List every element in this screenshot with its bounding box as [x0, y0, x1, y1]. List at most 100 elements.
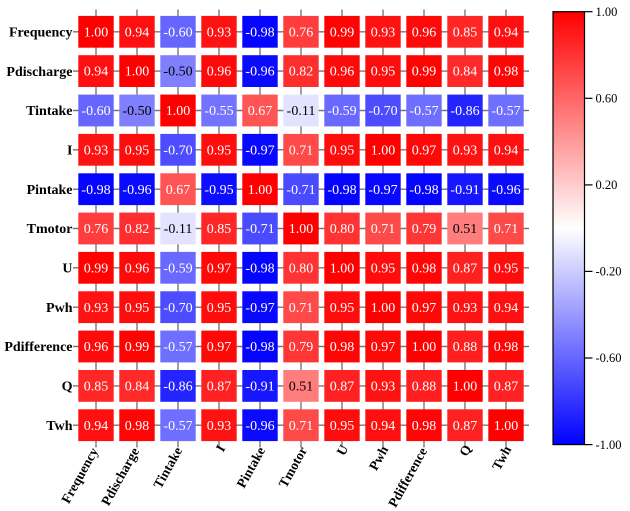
svg-text:0.94: 0.94	[84, 65, 109, 80]
svg-text:Pdischarge: Pdischarge	[6, 65, 72, 80]
svg-text:-0.97: -0.97	[368, 183, 397, 198]
svg-text:0.94: 0.94	[494, 301, 519, 316]
svg-text:0.71: 0.71	[289, 301, 314, 316]
svg-text:0.20: 0.20	[596, 178, 618, 192]
svg-text:-0.91: -0.91	[245, 380, 274, 395]
svg-text:0.95: 0.95	[371, 65, 396, 80]
svg-text:-0.96: -0.96	[122, 183, 151, 198]
svg-text:-0.70: -0.70	[163, 301, 192, 316]
svg-text:0.87: 0.87	[494, 380, 519, 395]
svg-text:-0.96: -0.96	[491, 183, 520, 198]
svg-text:U: U	[62, 262, 72, 277]
svg-text:-0.57: -0.57	[163, 340, 192, 355]
svg-text:0.71: 0.71	[289, 143, 314, 158]
svg-text:0.51: 0.51	[289, 380, 314, 395]
svg-text:0.95: 0.95	[207, 301, 232, 316]
svg-text:0.95: 0.95	[494, 261, 519, 276]
svg-text:0.87: 0.87	[453, 419, 478, 434]
svg-text:0.97: 0.97	[371, 340, 396, 355]
svg-text:0.95: 0.95	[125, 143, 150, 158]
svg-text:Pintake: Pintake	[27, 183, 73, 198]
svg-text:1.00: 1.00	[412, 340, 437, 355]
svg-text:-0.59: -0.59	[163, 261, 192, 276]
svg-text:0.96: 0.96	[84, 340, 109, 355]
svg-text:0.95: 0.95	[330, 419, 355, 434]
svg-text:-0.70: -0.70	[163, 143, 192, 158]
svg-text:-0.86: -0.86	[450, 104, 479, 119]
svg-text:0.96: 0.96	[330, 65, 355, 80]
svg-text:0.97: 0.97	[412, 301, 437, 316]
svg-text:0.82: 0.82	[289, 65, 314, 80]
svg-text:1.00: 1.00	[453, 380, 478, 395]
svg-text:0.67: 0.67	[166, 183, 191, 198]
svg-text:-0.86: -0.86	[163, 380, 192, 395]
svg-text:-0.97: -0.97	[245, 143, 274, 158]
svg-text:-0.50: -0.50	[122, 104, 151, 119]
svg-text:-1.00: -1.00	[596, 438, 622, 452]
svg-text:0.98: 0.98	[412, 261, 437, 276]
svg-text:0.85: 0.85	[453, 25, 478, 40]
svg-text:0.84: 0.84	[453, 65, 478, 80]
svg-text:0.93: 0.93	[371, 380, 396, 395]
svg-text:0.99: 0.99	[330, 25, 355, 40]
svg-text:0.96: 0.96	[412, 25, 437, 40]
svg-text:0.71: 0.71	[289, 419, 314, 434]
svg-text:0.84: 0.84	[125, 380, 150, 395]
svg-text:-0.59: -0.59	[327, 104, 356, 119]
svg-text:0.95: 0.95	[207, 143, 232, 158]
svg-text:0.95: 0.95	[330, 143, 355, 158]
svg-text:0.87: 0.87	[207, 380, 232, 395]
svg-text:I: I	[67, 144, 72, 159]
svg-text:-0.70: -0.70	[368, 104, 397, 119]
svg-text:-0.20: -0.20	[596, 265, 622, 279]
svg-text:-0.60: -0.60	[596, 351, 622, 365]
svg-text:Tintake: Tintake	[26, 104, 72, 119]
svg-text:0.95: 0.95	[371, 261, 396, 276]
svg-text:0.85: 0.85	[207, 222, 232, 237]
svg-text:Tmotor: Tmotor	[27, 222, 73, 237]
svg-text:0.51: 0.51	[453, 222, 478, 237]
svg-text:0.85: 0.85	[84, 380, 109, 395]
svg-text:0.82: 0.82	[125, 222, 150, 237]
svg-text:-0.98: -0.98	[245, 25, 274, 40]
svg-text:0.98: 0.98	[494, 340, 519, 355]
svg-text:-0.98: -0.98	[245, 340, 274, 355]
svg-text:0.76: 0.76	[289, 25, 314, 40]
svg-text:0.95: 0.95	[330, 301, 355, 316]
svg-text:-0.71: -0.71	[245, 222, 274, 237]
svg-text:0.93: 0.93	[84, 301, 109, 316]
svg-text:Q: Q	[62, 380, 73, 395]
svg-text:0.87: 0.87	[453, 261, 478, 276]
svg-text:-0.97: -0.97	[245, 301, 274, 316]
svg-text:0.60: 0.60	[596, 92, 618, 106]
svg-text:-0.11: -0.11	[287, 104, 316, 119]
svg-text:-0.57: -0.57	[491, 104, 520, 119]
svg-text:0.88: 0.88	[453, 340, 478, 355]
svg-text:0.97: 0.97	[207, 261, 232, 276]
svg-text:0.98: 0.98	[412, 419, 437, 434]
svg-text:0.93: 0.93	[207, 25, 232, 40]
svg-text:-0.95: -0.95	[204, 183, 233, 198]
svg-text:-0.57: -0.57	[163, 419, 192, 434]
svg-text:0.98: 0.98	[125, 419, 150, 434]
svg-text:0.94: 0.94	[494, 143, 519, 158]
svg-text:0.79: 0.79	[289, 340, 314, 355]
svg-text:-0.11: -0.11	[164, 222, 193, 237]
svg-text:-0.55: -0.55	[204, 104, 233, 119]
svg-text:0.93: 0.93	[371, 25, 396, 40]
svg-text:Pdifference: Pdifference	[4, 340, 72, 355]
svg-text:0.96: 0.96	[125, 261, 150, 276]
svg-text:0.67: 0.67	[248, 104, 273, 119]
svg-text:-0.57: -0.57	[409, 104, 438, 119]
svg-text:0.98: 0.98	[494, 65, 519, 80]
svg-text:1.00: 1.00	[371, 301, 396, 316]
svg-text:1.00: 1.00	[125, 65, 150, 80]
svg-text:1.00: 1.00	[248, 183, 273, 198]
svg-text:0.93: 0.93	[453, 301, 478, 316]
svg-text:-0.50: -0.50	[163, 65, 192, 80]
svg-text:1.00: 1.00	[84, 25, 109, 40]
svg-text:0.71: 0.71	[494, 222, 519, 237]
svg-text:0.94: 0.94	[494, 25, 519, 40]
svg-text:0.93: 0.93	[207, 419, 232, 434]
svg-text:0.93: 0.93	[84, 143, 109, 158]
